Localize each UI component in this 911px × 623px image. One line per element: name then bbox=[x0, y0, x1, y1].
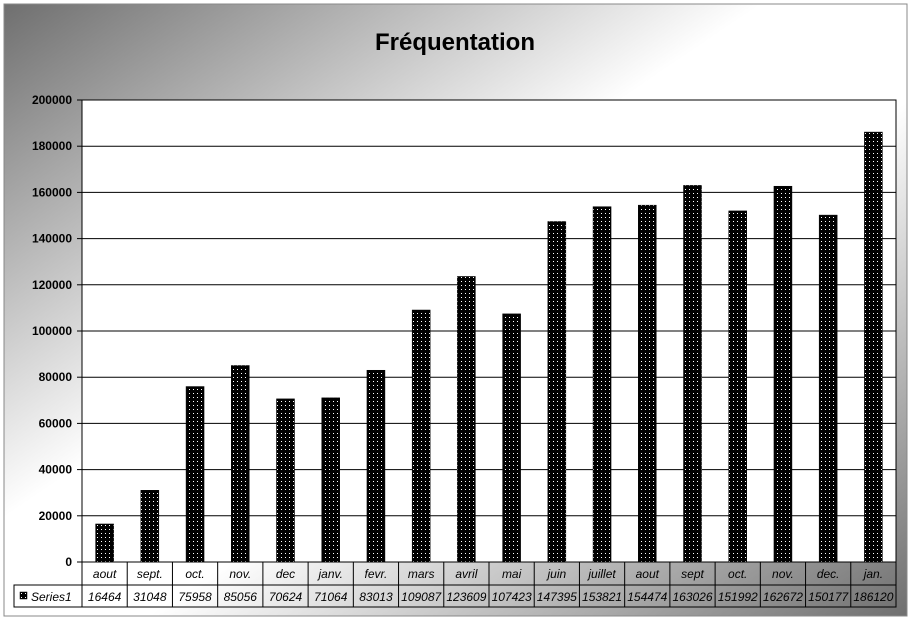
bar bbox=[638, 204, 657, 563]
bar bbox=[502, 313, 521, 563]
bar bbox=[95, 523, 114, 563]
y-tick-label: 80000 bbox=[39, 370, 73, 384]
y-tick-label: 140000 bbox=[32, 232, 72, 246]
data-label: 85056 bbox=[224, 590, 258, 604]
data-label: 186120 bbox=[853, 590, 893, 604]
data-label: 150177 bbox=[808, 590, 849, 604]
y-tick-label: 180000 bbox=[32, 139, 72, 153]
bar bbox=[140, 490, 160, 563]
category-label: dec bbox=[276, 567, 295, 581]
y-tick-label: 200000 bbox=[32, 93, 72, 107]
y-tick-label: 20000 bbox=[39, 509, 73, 523]
category-label: oct. bbox=[185, 567, 204, 581]
legend-swatch bbox=[19, 591, 28, 600]
y-tick-label: 40000 bbox=[39, 463, 73, 477]
category-label: nov. bbox=[229, 567, 251, 581]
data-label: 70624 bbox=[269, 590, 303, 604]
bar bbox=[592, 206, 612, 563]
category-label: janv. bbox=[316, 567, 342, 581]
bar bbox=[321, 397, 340, 563]
category-label: mars bbox=[408, 567, 435, 581]
category-label: oct. bbox=[728, 567, 747, 581]
category-label: mai bbox=[502, 567, 522, 581]
bar bbox=[773, 185, 793, 563]
chart-title: Fréquentation bbox=[375, 29, 535, 56]
gridlines bbox=[82, 99, 896, 517]
data-label: 153821 bbox=[582, 590, 622, 604]
data-label: 75958 bbox=[178, 590, 212, 604]
bar bbox=[276, 398, 295, 563]
bar bbox=[683, 185, 702, 563]
bars bbox=[95, 131, 883, 563]
y-tick-label: 100000 bbox=[32, 324, 72, 338]
bar bbox=[457, 276, 476, 563]
legend-label: Series1 bbox=[31, 590, 72, 604]
bar bbox=[411, 309, 431, 563]
data-label: 83013 bbox=[359, 590, 393, 604]
data-label: 123609 bbox=[446, 590, 486, 604]
category-label: dec. bbox=[817, 567, 840, 581]
bar bbox=[728, 210, 747, 563]
category-label: nov. bbox=[772, 567, 794, 581]
bar bbox=[366, 369, 386, 563]
y-axis-ticks: 0 20000 40000 60000 80000 100000 120000 140000 1… bbox=[32, 93, 82, 569]
data-label: 31048 bbox=[133, 590, 167, 604]
category-label: jan. bbox=[862, 567, 883, 581]
category-label: juillet bbox=[586, 567, 616, 581]
value-row bbox=[13, 584, 897, 608]
data-label: 147395 bbox=[537, 590, 577, 604]
category-label: sept. bbox=[137, 567, 163, 581]
category-label: fevr. bbox=[364, 567, 387, 581]
bar bbox=[185, 386, 205, 563]
bar bbox=[818, 214, 838, 563]
y-tick-label: 0 bbox=[65, 555, 72, 569]
data-label: 151992 bbox=[718, 590, 758, 604]
data-label: 163026 bbox=[672, 590, 712, 604]
data-label: 107423 bbox=[492, 590, 532, 604]
data-label: 71064 bbox=[314, 590, 348, 604]
y-tick-label: 160000 bbox=[32, 185, 72, 199]
bar bbox=[864, 131, 883, 563]
category-label: juin bbox=[545, 567, 566, 581]
data-table: Series1 aout 16464 sept. 31048 oct. 75958 nov. 8… bbox=[13, 561, 897, 608]
category-label: avril bbox=[455, 567, 477, 581]
data-label: 162672 bbox=[763, 590, 803, 604]
data-label: 16464 bbox=[88, 590, 122, 604]
category-label: aout bbox=[636, 567, 660, 581]
y-tick-label: 60000 bbox=[39, 416, 73, 430]
category-label: sept bbox=[681, 567, 704, 581]
data-label: 154474 bbox=[627, 590, 667, 604]
bar bbox=[547, 221, 567, 563]
data-label: 109087 bbox=[401, 590, 442, 604]
category-label: aout bbox=[93, 567, 117, 581]
y-tick-label: 120000 bbox=[32, 278, 72, 292]
bar bbox=[231, 365, 250, 563]
